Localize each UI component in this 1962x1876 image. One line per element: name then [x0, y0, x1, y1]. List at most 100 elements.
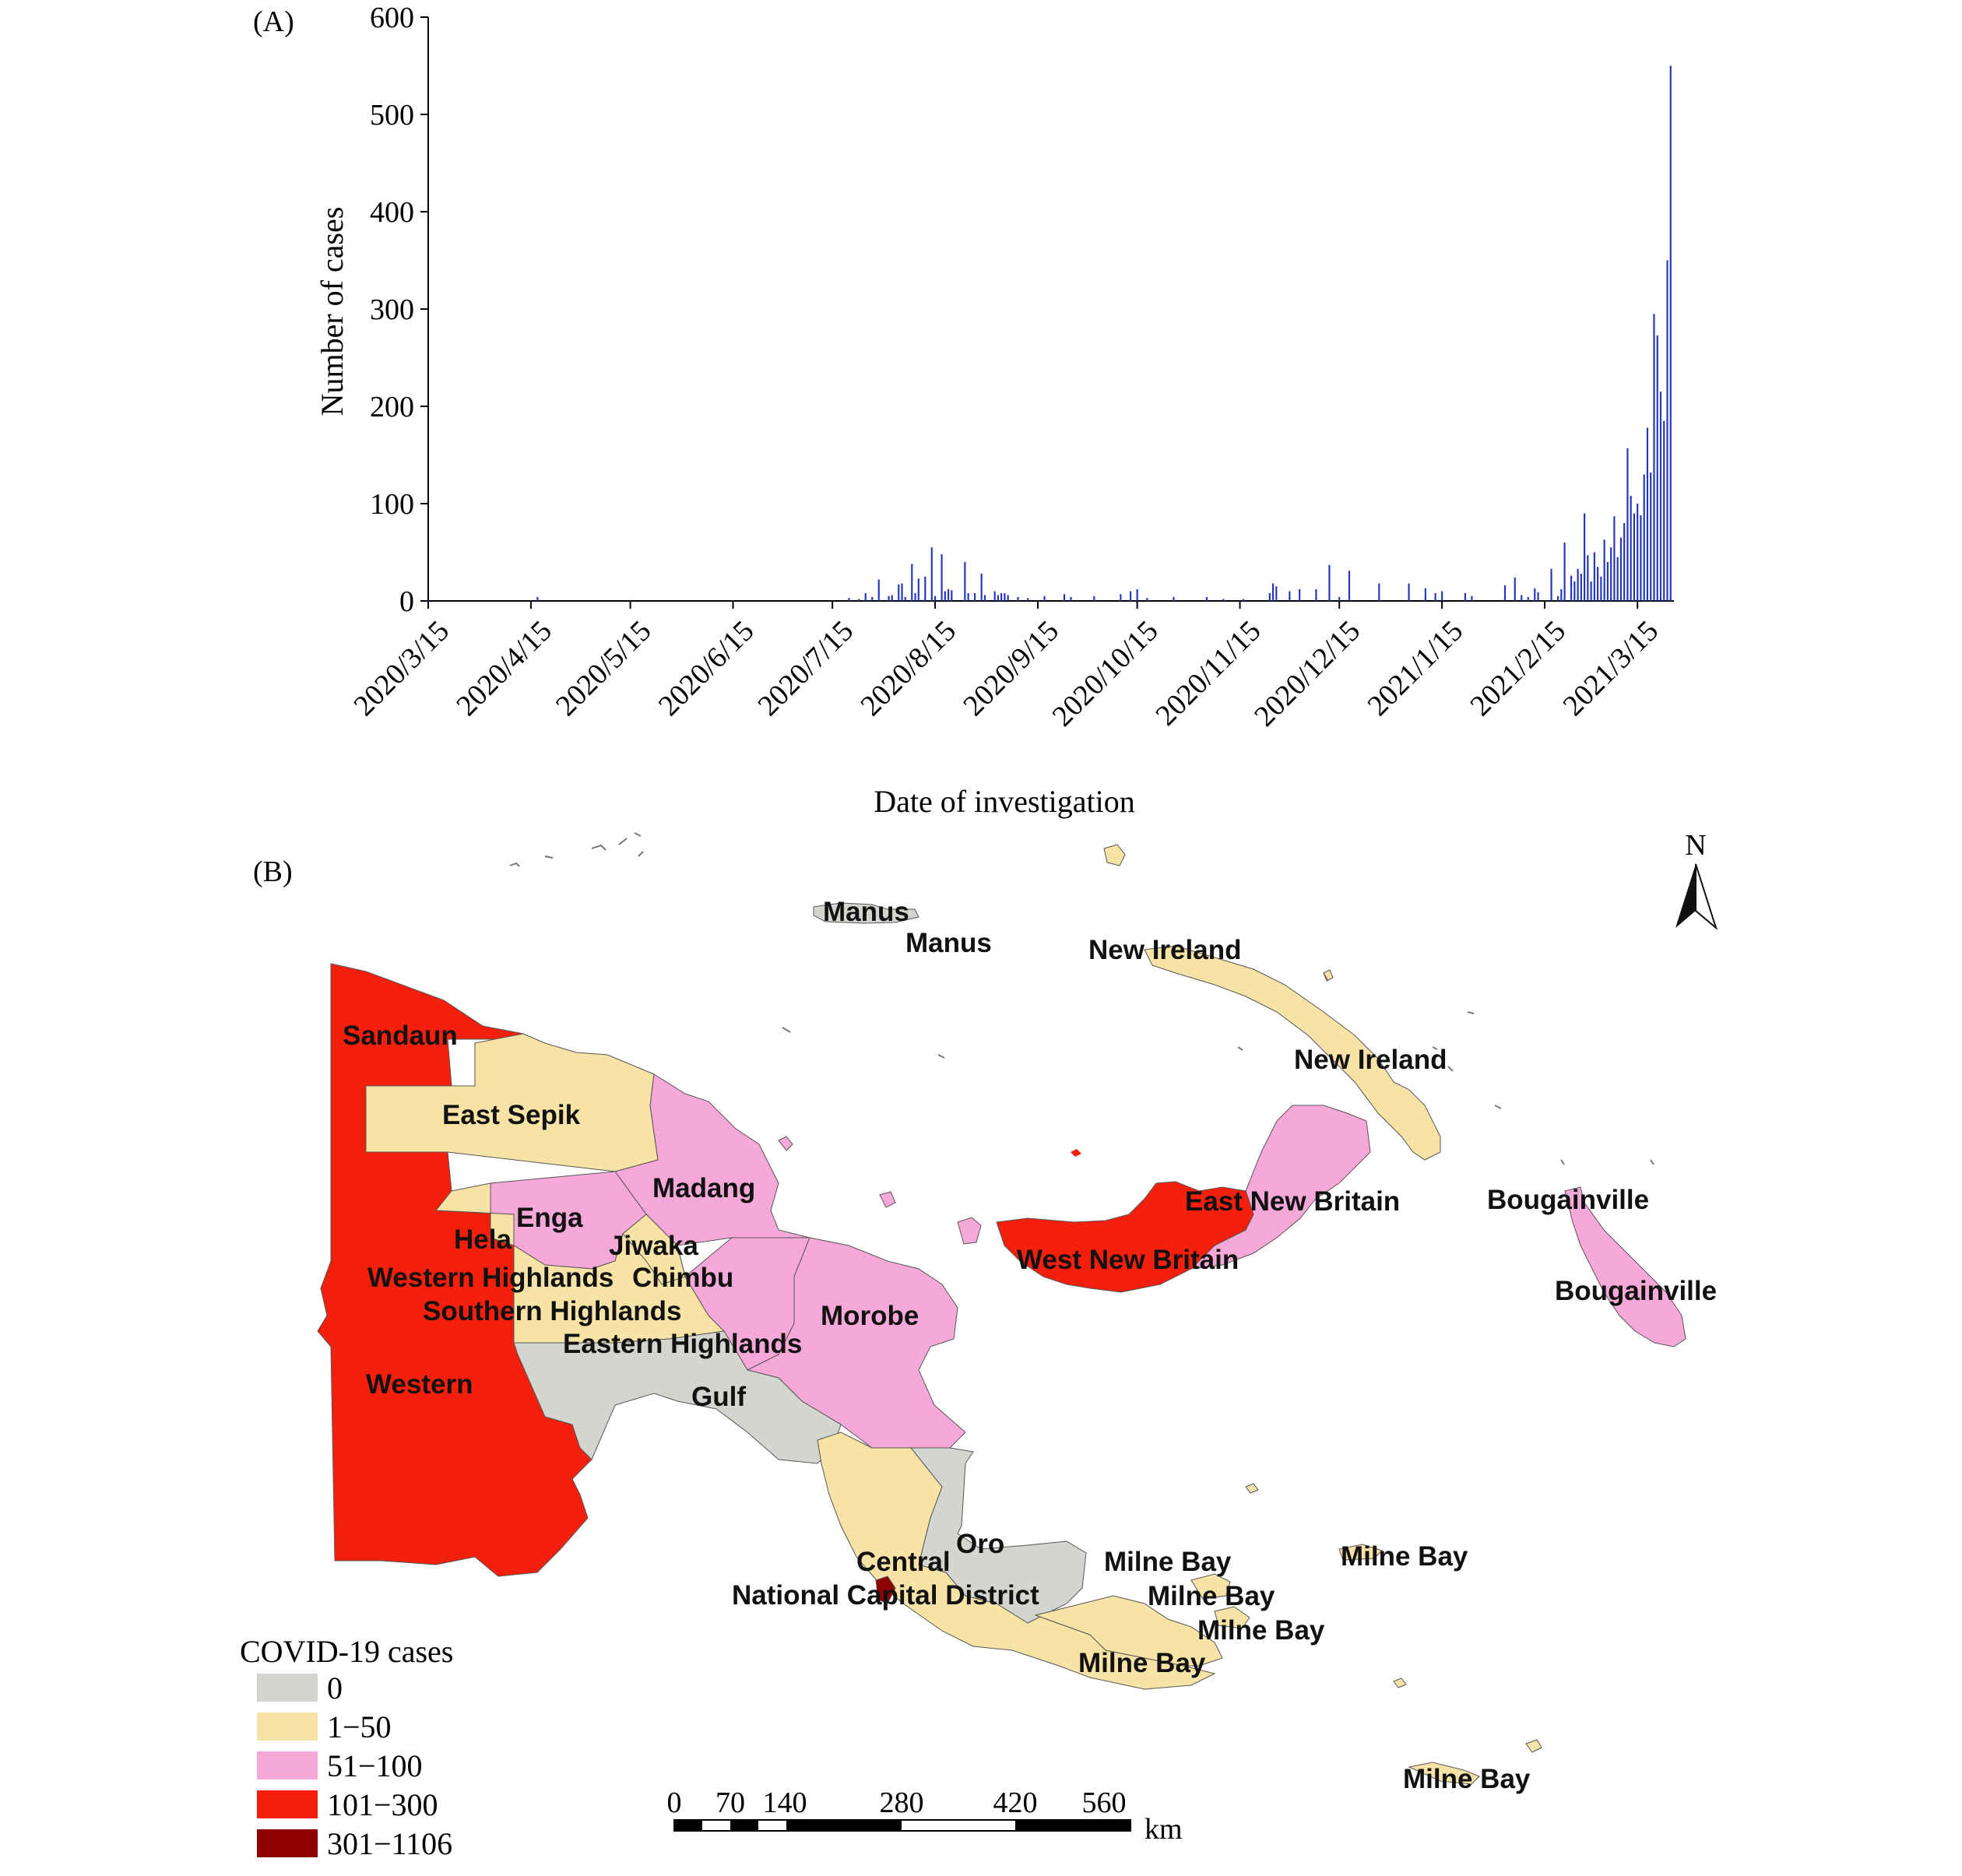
bar: [914, 593, 916, 601]
bar: [1004, 593, 1006, 601]
bar: [1633, 513, 1635, 601]
bar: [1093, 595, 1095, 601]
bar: [1669, 65, 1672, 601]
label-morobe: Morobe: [821, 1301, 919, 1331]
bar: [974, 593, 976, 601]
province-bougainville: [1564, 1186, 1686, 1347]
bar: [948, 589, 950, 601]
island-new-ireland-north: [1103, 844, 1126, 866]
y-tick-label: 100: [370, 488, 414, 521]
label-east-sepik: East Sepik: [442, 1100, 581, 1130]
bar: [1580, 574, 1582, 601]
province-morobe: [746, 1237, 966, 1449]
legend-swatch: [257, 1751, 318, 1779]
label-new-ireland-2: New Ireland: [1294, 1045, 1447, 1075]
y-tick-label: 200: [370, 391, 414, 423]
x-tick-label: 2020/3/15: [347, 614, 455, 722]
bar: [1136, 589, 1138, 601]
bar: [1584, 513, 1586, 601]
scale-label-280: 280: [880, 1786, 924, 1819]
scale-label-0: 0: [667, 1786, 682, 1819]
bar: [1610, 547, 1612, 601]
label-enga: Enga: [516, 1203, 583, 1233]
x-axis-title: Date of investigation: [874, 784, 1134, 819]
bar: [1424, 588, 1426, 601]
x-axis: 2020/3/152020/4/152020/5/152020/6/152020…: [347, 600, 1674, 732]
bar: [1299, 589, 1301, 601]
label-bougainville-2: Bougainville: [1555, 1276, 1717, 1306]
bar: [1577, 568, 1579, 601]
bar: [1503, 585, 1507, 601]
province-gulf: [513, 1330, 842, 1464]
label-eastern-highlands: Eastern Highlands: [563, 1329, 802, 1359]
bar: [1521, 595, 1523, 601]
y-tick-label: 400: [370, 196, 414, 229]
x-tick-label: 2021/2/15: [1464, 614, 1572, 722]
label-southern-highlands: Southern Highlands: [423, 1296, 682, 1326]
bar: [901, 583, 903, 601]
bar: [877, 579, 880, 601]
bar: [980, 574, 983, 601]
bar: [871, 597, 874, 601]
bar: [1550, 568, 1552, 601]
label-manus-1: Manus: [823, 897, 909, 927]
bar: [536, 597, 539, 601]
bar: [1527, 597, 1529, 601]
scale-bar: 0 70 140 280 420 560 km: [667, 1786, 1183, 1846]
scale-label-560: 560: [1082, 1786, 1127, 1819]
legend-swatch: [257, 1790, 318, 1818]
bar: [898, 584, 900, 601]
bar: [1328, 564, 1331, 601]
label-east-new-britain: East New Britain: [1185, 1186, 1400, 1217]
x-tick-label: 2021/3/15: [1557, 614, 1665, 722]
bar: [1590, 581, 1592, 601]
x-tick-label: 2020/11/15: [1149, 614, 1267, 732]
bar: [1563, 543, 1566, 601]
x-tick-label: 2020/10/15: [1046, 614, 1165, 732]
scale-label-420: 420: [993, 1786, 1038, 1819]
bar: [1630, 496, 1632, 601]
label-milne-bay-4: Milne Bay: [1078, 1648, 1206, 1678]
scale-unit: km: [1144, 1813, 1183, 1846]
label-sandaun: Sandaun: [343, 1021, 458, 1051]
bar: [1441, 591, 1443, 601]
label-hela: Hela: [454, 1224, 512, 1255]
bar: [1315, 589, 1317, 601]
bar: [997, 595, 999, 601]
bar: [888, 595, 890, 601]
bar: [1275, 586, 1278, 601]
bar: [1043, 595, 1046, 601]
legend-title: COVID-19 cases: [240, 1634, 453, 1669]
bar: [1268, 593, 1271, 601]
bar: [1534, 588, 1536, 601]
legend-swatch: [257, 1713, 318, 1741]
bar: [1120, 594, 1122, 601]
x-tick-label: 2020/7/15: [752, 614, 860, 722]
legend-label: 301−1106: [327, 1826, 452, 1861]
bar: [1616, 557, 1619, 601]
y-tick-label: 500: [370, 99, 414, 132]
bar: [993, 591, 996, 601]
bar: [1600, 576, 1602, 601]
bar: [1570, 575, 1573, 601]
bar: [1408, 583, 1410, 601]
bar: [967, 593, 969, 601]
bar: [1242, 599, 1244, 601]
bar: [1646, 427, 1649, 601]
bar: [848, 598, 850, 601]
bar-series: [427, 65, 1672, 601]
legend-label: 1−50: [327, 1709, 392, 1744]
bar: [1593, 552, 1595, 601]
province-madang: [614, 1073, 810, 1246]
province-oro: [872, 1447, 1087, 1624]
label-gulf: Gulf: [691, 1382, 746, 1412]
bar: [1464, 593, 1466, 601]
panel-a-label: (A): [253, 5, 294, 38]
bar: [864, 593, 867, 601]
province-manus: [813, 902, 919, 924]
bar: [1222, 599, 1225, 601]
bar: [1606, 562, 1609, 601]
province-milne-bay-mainland: [1034, 1595, 1223, 1667]
bar: [1007, 595, 1009, 601]
